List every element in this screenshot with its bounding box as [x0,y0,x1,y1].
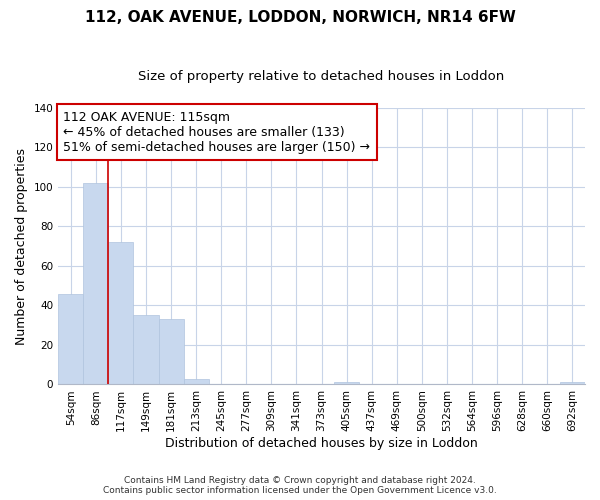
Text: 112 OAK AVENUE: 115sqm
← 45% of detached houses are smaller (133)
51% of semi-de: 112 OAK AVENUE: 115sqm ← 45% of detached… [64,110,370,154]
Bar [158,319,184,384]
Y-axis label: Number of detached properties: Number of detached properties [15,148,28,344]
Bar [133,316,158,384]
Text: 112, OAK AVENUE, LODDON, NORWICH, NR14 6FW: 112, OAK AVENUE, LODDON, NORWICH, NR14 6… [85,10,515,25]
Text: Contains HM Land Registry data © Crown copyright and database right 2024.
Contai: Contains HM Land Registry data © Crown c… [103,476,497,495]
X-axis label: Distribution of detached houses by size in Loddon: Distribution of detached houses by size … [165,437,478,450]
Bar [560,382,585,384]
Bar [334,382,359,384]
Bar [184,378,209,384]
Bar [58,294,83,384]
Bar [109,242,133,384]
Bar [83,183,109,384]
Title: Size of property relative to detached houses in Loddon: Size of property relative to detached ho… [139,70,505,83]
